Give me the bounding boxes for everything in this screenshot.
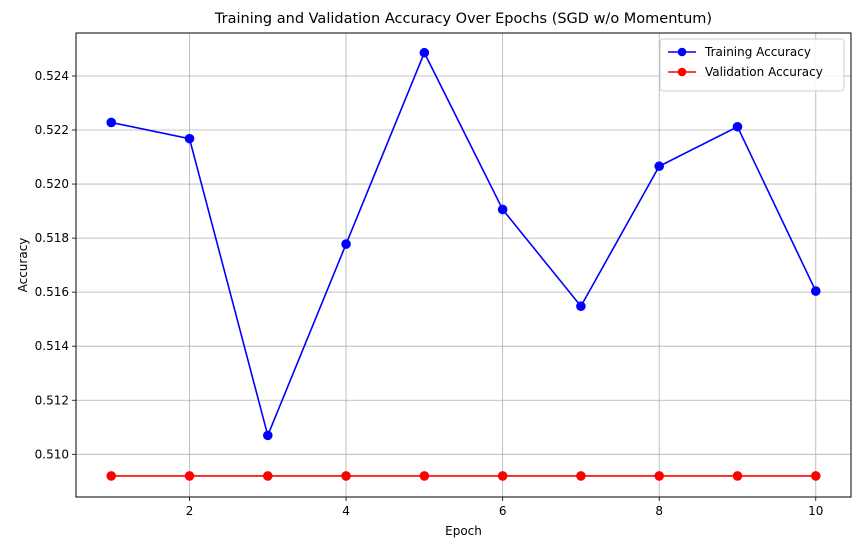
x-tick-label: 6 bbox=[499, 504, 507, 518]
data-point bbox=[184, 471, 195, 481]
data-point bbox=[262, 430, 273, 441]
plot-frame bbox=[75, 32, 852, 498]
y-tick-label: 0.510 bbox=[35, 447, 69, 461]
y-tick-label: 0.520 bbox=[35, 177, 69, 191]
series-line bbox=[111, 50, 817, 438]
x-axis-title: Epoch bbox=[445, 524, 482, 538]
series-training-accuracy bbox=[106, 47, 821, 441]
legend-box bbox=[659, 38, 845, 92]
y-tick-label: 0.524 bbox=[35, 69, 69, 83]
y-tick-label: 0.522 bbox=[35, 123, 69, 137]
grid bbox=[76, 33, 851, 497]
x-tick-label: 8 bbox=[655, 504, 663, 518]
data-point bbox=[497, 471, 508, 481]
data-point bbox=[184, 133, 195, 144]
legend-marker bbox=[677, 67, 687, 77]
data-point bbox=[576, 301, 586, 312]
y-tick-label: 0.512 bbox=[35, 393, 69, 407]
data-point bbox=[341, 239, 351, 249]
legend: Training Accuracy Validation Accuracy bbox=[659, 38, 845, 92]
data-point bbox=[810, 471, 821, 481]
data-point bbox=[810, 286, 821, 296]
data-point bbox=[732, 471, 743, 481]
data-point bbox=[341, 471, 351, 481]
legend-marker bbox=[677, 47, 687, 57]
data-point bbox=[262, 471, 273, 481]
axis-ticks: 2 4 6 8 10 0.510 0.512 0.514 0.516 0.518 0.520 0.52… bbox=[35, 69, 824, 518]
y-tick-label: 0.518 bbox=[35, 231, 69, 245]
legend-label: Validation Accuracy bbox=[705, 65, 823, 79]
data-point bbox=[576, 471, 586, 481]
data-point bbox=[106, 471, 117, 481]
data-point bbox=[419, 471, 430, 481]
data-point bbox=[732, 121, 743, 132]
data-point bbox=[497, 204, 508, 215]
plot-series bbox=[106, 47, 821, 481]
data-point bbox=[654, 471, 665, 481]
series-validation-accuracy bbox=[106, 471, 821, 481]
legend-item: Training Accuracy bbox=[668, 45, 811, 59]
legend-label: Training Accuracy bbox=[704, 45, 811, 59]
y-axis-title: Accuracy bbox=[16, 238, 30, 293]
data-point bbox=[654, 161, 665, 172]
legend-item: Validation Accuracy bbox=[668, 65, 823, 79]
x-tick-label: 10 bbox=[808, 504, 823, 518]
x-tick-label: 4 bbox=[342, 504, 350, 518]
x-tick-label: 2 bbox=[186, 504, 194, 518]
y-tick-label: 0.514 bbox=[35, 339, 69, 353]
y-tick-label: 0.516 bbox=[35, 285, 69, 299]
data-point bbox=[106, 117, 117, 128]
chart-title: Training and Validation Accuracy Over Ep… bbox=[214, 11, 712, 27]
data-point bbox=[419, 47, 430, 58]
